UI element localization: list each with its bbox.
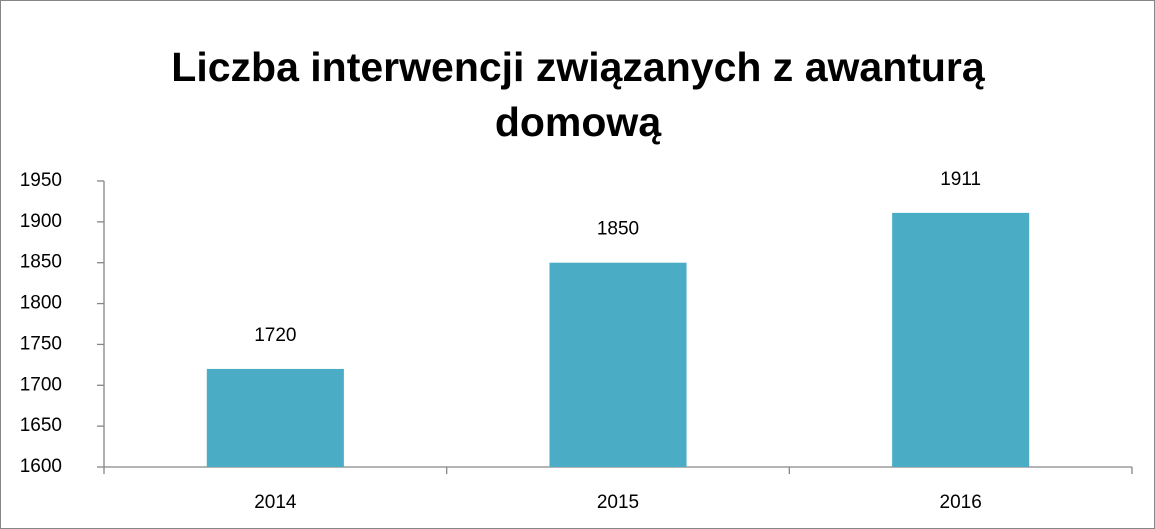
bar [206, 368, 344, 467]
data-label: 1850 [597, 219, 639, 240]
x-tick-label: 2016 [940, 492, 982, 513]
y-tick-label: 1900 [20, 211, 62, 232]
y-tick-label: 1750 [20, 333, 62, 354]
chart-title: Liczba interwencji związanych z awanturą… [171, 44, 985, 145]
data-label: 1720 [254, 325, 296, 346]
y-tick-label: 1950 [20, 170, 62, 191]
data-label: 1911 [940, 169, 981, 190]
y-tick-label: 1650 [20, 415, 62, 436]
y-tick-label: 1850 [20, 252, 62, 273]
y-tick-label: 1800 [20, 293, 62, 314]
y-tick-label: 1600 [20, 456, 62, 477]
bar [892, 212, 1030, 467]
x-tick-label: 2015 [597, 492, 639, 513]
bar [549, 262, 687, 467]
y-tick-label: 1700 [20, 374, 62, 395]
x-tick-label: 2014 [254, 492, 297, 513]
